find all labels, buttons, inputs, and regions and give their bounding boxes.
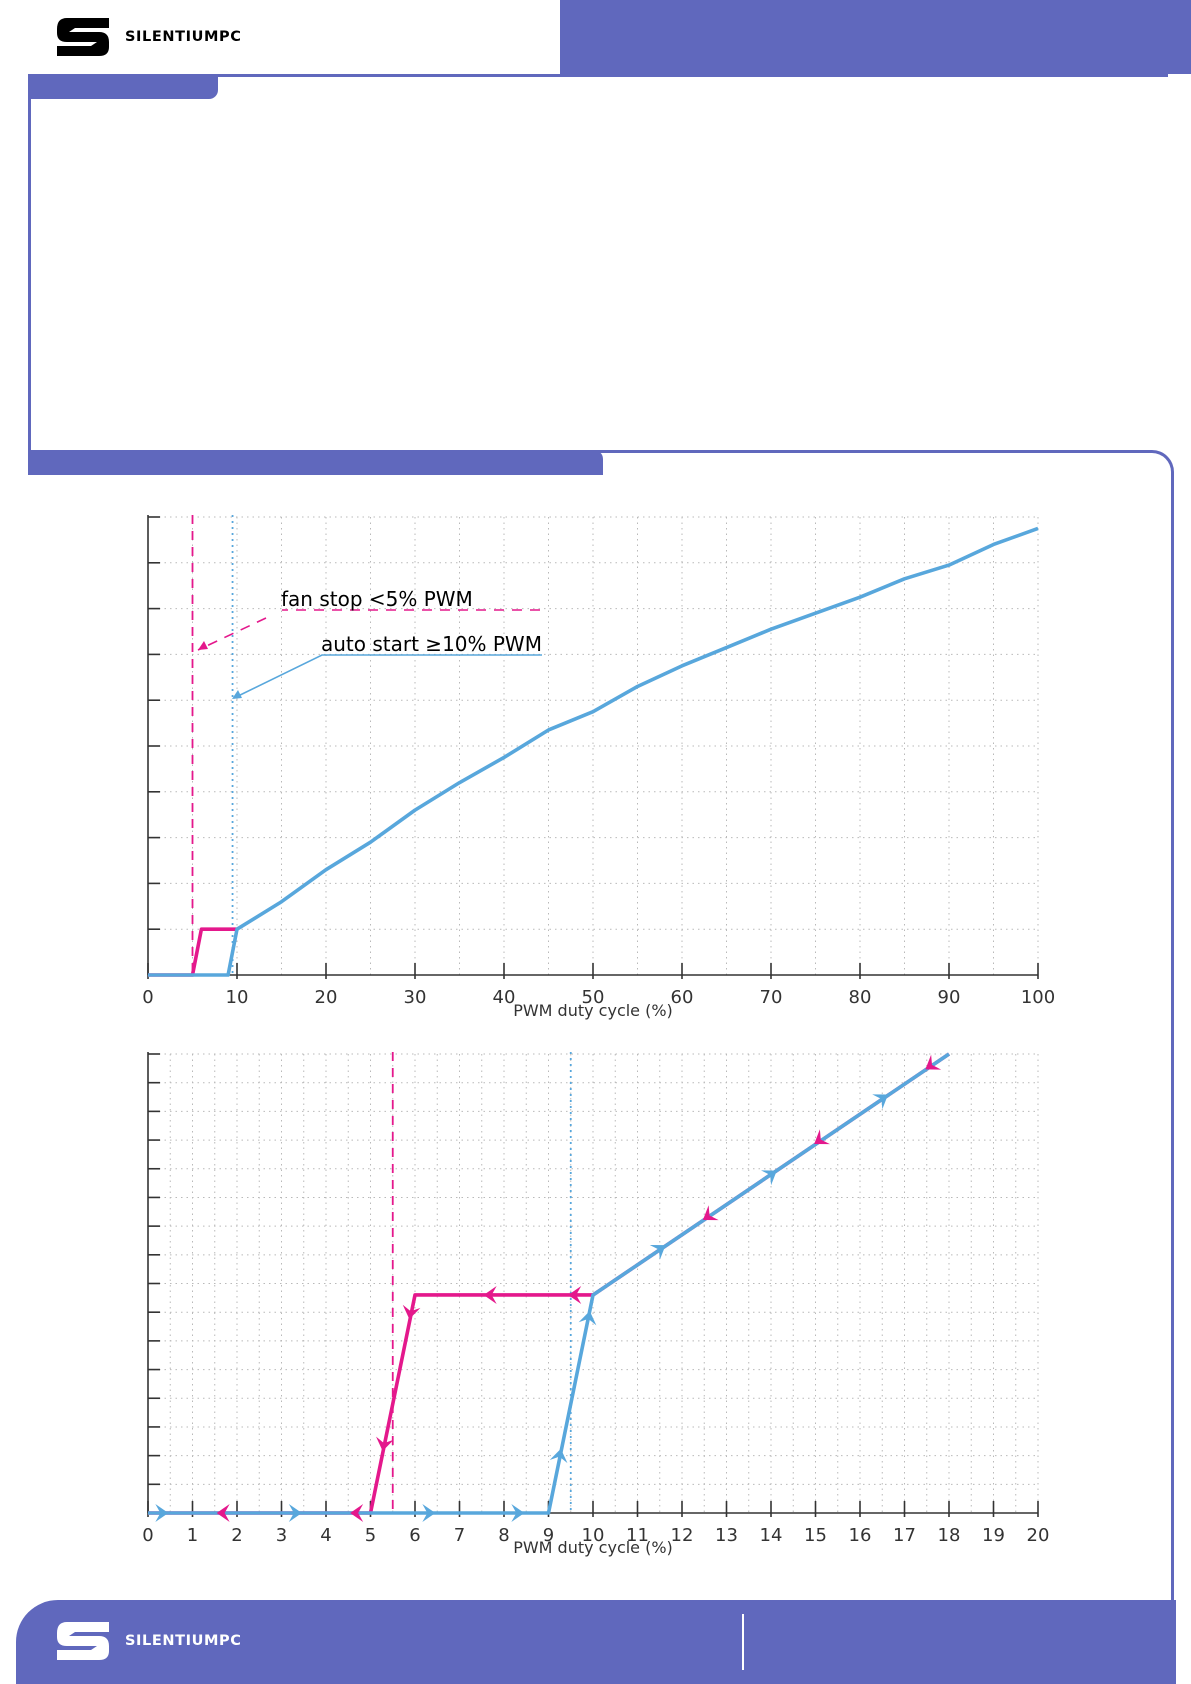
x-tick-label: 40 [493, 987, 516, 1008]
x-tick-label: 0 [142, 987, 153, 1008]
content-frame [28, 74, 1168, 450]
footer-divider [742, 1614, 744, 1670]
x-tick-label: 10 [226, 987, 249, 1008]
auto-start-leader [233, 654, 542, 699]
annotation-fan-stop-text: fan stop <5% PWM [281, 587, 473, 611]
x-tick-label: 13 [715, 1525, 738, 1546]
x-tick-label: 4 [320, 1525, 331, 1546]
x-axis-label: PWM duty cycle (%) [513, 1538, 673, 1557]
fan-stop-leader-arrowhead [198, 641, 208, 650]
x-tick-label: 60 [671, 987, 694, 1008]
x-tick-label: 80 [849, 987, 872, 1008]
direction-arrow [483, 1285, 497, 1304]
direction-arrow [350, 1504, 364, 1522]
footer-brand-name: SILENTIUMPC [125, 1633, 242, 1649]
auto-start-leader-arrowhead [232, 690, 242, 699]
annotation-auto-start: auto start ≥10% PWM [321, 632, 542, 656]
x-tick-label: 18 [938, 1525, 961, 1546]
direction-arrow [925, 1054, 942, 1070]
direction-arrow [155, 1504, 169, 1522]
brand-logo-icon [57, 18, 109, 56]
direction-arrow [288, 1504, 302, 1522]
x-tick-label: 15 [804, 1525, 827, 1546]
x-tick-label: 90 [938, 987, 961, 1008]
graph-section-tab [28, 450, 603, 475]
brand-logo-icon [57, 1622, 109, 1660]
x-tick-label: 50 [582, 987, 605, 1008]
direction-arrow [760, 1170, 777, 1186]
annotation-fan-stop: fan stop <5% PWM [281, 587, 473, 611]
series-line-blue [148, 1052, 951, 1515]
x-tick-label: 3 [276, 1525, 287, 1546]
direction-arrow [549, 1448, 568, 1464]
x-tick-label: 6 [409, 1525, 420, 1546]
x-tick-label: 14 [760, 1525, 783, 1546]
x-tick-label: 5 [365, 1525, 376, 1546]
footer-logo: SILENTIUMPC [55, 1620, 241, 1662]
header-logo: SILENTIUMPC [55, 16, 241, 58]
x-tick-label: 8 [498, 1525, 509, 1546]
direction-arrow [578, 1311, 597, 1326]
graph-frame [28, 450, 1174, 1610]
header-band [560, 0, 1191, 74]
direction-arrow [649, 1244, 666, 1260]
x-tick-label: 1 [187, 1525, 198, 1546]
annotation-auto-start-text: auto start ≥10% PWM [321, 632, 542, 656]
direction-arrow [702, 1205, 719, 1221]
x-tick-label: 10 [582, 1525, 605, 1546]
series-line-blue [148, 526, 1039, 977]
x-tick-label: 2 [231, 1525, 242, 1546]
brand-name: SILENTIUMPC [125, 29, 242, 45]
x-tick-label: 30 [404, 987, 427, 1008]
direction-arrow [511, 1504, 525, 1522]
direction-arrow [814, 1129, 830, 1145]
direction-arrow [376, 1436, 394, 1452]
x-tick-label: 16 [849, 1525, 872, 1546]
direction-arrow [422, 1504, 436, 1522]
fan-stop-leader [197, 617, 267, 651]
x-tick-label: 20 [315, 987, 338, 1008]
direction-arrow [216, 1504, 230, 1522]
x-tick-label: 19 [982, 1525, 1005, 1546]
section-tab [28, 74, 218, 99]
direction-arrow [568, 1285, 582, 1304]
x-tick-label: 20 [1027, 1525, 1050, 1546]
pwm-rpm-chart-full: 0 10 20 30 40 50 60 70 80 90 100 PWM duty cycle (%) [142, 515, 1055, 1020]
x-tick-label: 11 [626, 1525, 649, 1546]
x-tick-label: 9 [543, 1525, 554, 1546]
x-tick-label: 7 [454, 1525, 465, 1546]
direction-arrow [872, 1094, 889, 1110]
direction-arrow [402, 1304, 421, 1320]
series-line-pink [148, 1052, 951, 1515]
x-tick-label: 100 [1021, 987, 1055, 1008]
footer-band [16, 1600, 1176, 1684]
x-tick-label: 70 [760, 987, 783, 1008]
x-tick-label: 12 [671, 1525, 694, 1546]
x-axis-label: PWM duty cycle (%) [513, 1001, 673, 1020]
x-tick-label: 0 [142, 1525, 153, 1546]
x-tick-label: 17 [893, 1525, 916, 1546]
